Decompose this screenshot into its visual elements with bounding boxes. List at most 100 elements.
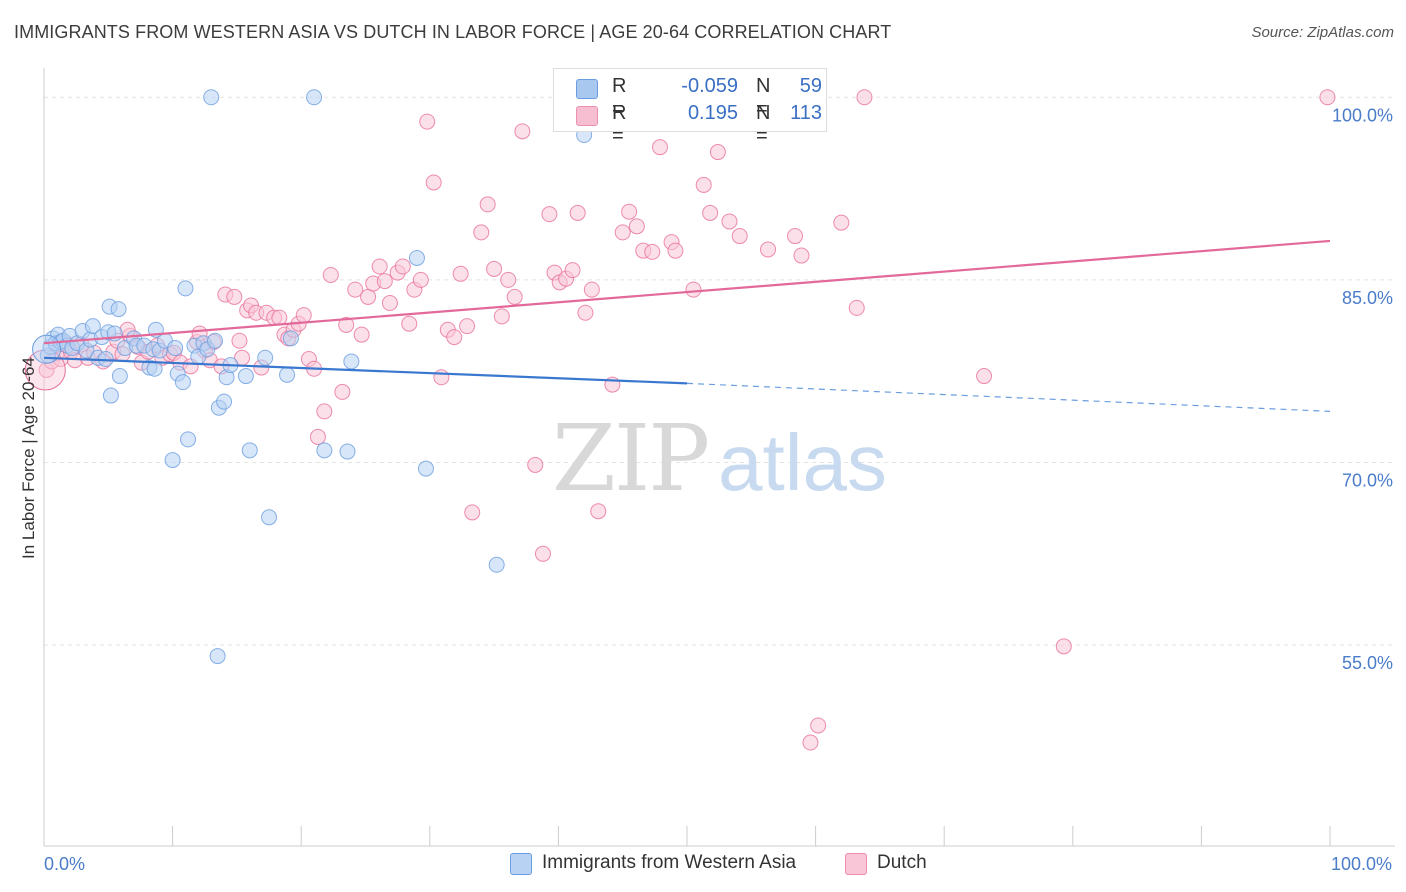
watermark: ZIP atlas bbox=[552, 405, 887, 512]
data-point bbox=[339, 443, 356, 460]
data-point bbox=[412, 271, 429, 288]
data-point bbox=[237, 368, 254, 385]
trend-line-immigrants bbox=[43, 356, 688, 385]
data-point bbox=[207, 332, 224, 349]
data-point bbox=[534, 545, 551, 562]
data-point bbox=[527, 456, 544, 473]
data-point bbox=[241, 442, 258, 459]
data-point bbox=[452, 265, 469, 282]
data-point bbox=[316, 403, 333, 420]
data-point bbox=[685, 281, 702, 298]
data-point bbox=[295, 307, 312, 324]
data-point bbox=[506, 288, 523, 305]
data-point bbox=[721, 213, 738, 230]
data-point bbox=[209, 648, 226, 665]
data-point bbox=[111, 368, 128, 385]
data-point bbox=[309, 428, 326, 445]
data-point bbox=[282, 330, 299, 347]
data-point bbox=[446, 329, 463, 346]
legend-r-label: R = bbox=[612, 102, 627, 147]
legend-r-value: -0.059 bbox=[681, 75, 738, 97]
y-tick-labels: 100.0% 85.0% 70.0% 55.0% bbox=[1332, 105, 1393, 673]
data-point bbox=[433, 369, 450, 386]
data-point bbox=[976, 368, 993, 385]
y-tick-label: 70.0% bbox=[1342, 471, 1393, 491]
y-tick-label: 55.0% bbox=[1342, 653, 1393, 673]
data-point bbox=[360, 288, 377, 305]
data-point bbox=[709, 144, 726, 161]
legend-r-label: R = bbox=[612, 75, 627, 120]
data-point bbox=[667, 242, 684, 259]
data-point bbox=[856, 89, 873, 106]
legend-label-immigrants: Immigrants from Western Asia bbox=[542, 852, 797, 873]
data-point bbox=[231, 332, 248, 349]
data-point bbox=[500, 271, 517, 288]
data-point bbox=[793, 247, 810, 264]
data-point bbox=[514, 123, 531, 140]
data-point bbox=[338, 316, 355, 333]
data-point bbox=[177, 280, 194, 297]
data-point bbox=[279, 366, 296, 383]
legend-r-value: 0.195 bbox=[687, 102, 738, 124]
data-point bbox=[306, 89, 323, 106]
data-point bbox=[564, 262, 581, 279]
legend-swatch-blue bbox=[576, 79, 598, 99]
data-point bbox=[271, 309, 288, 326]
legend-swatch-pink bbox=[845, 853, 867, 875]
data-point bbox=[459, 318, 476, 335]
legend-swatch-blue bbox=[510, 853, 532, 875]
data-point bbox=[216, 393, 233, 410]
data-point bbox=[787, 228, 804, 245]
data-point bbox=[110, 301, 127, 318]
data-point bbox=[347, 281, 364, 298]
correlation-legend: R = -0.059 N = 59 R = 0.195 N = 113 bbox=[553, 68, 827, 147]
data-point bbox=[408, 249, 425, 266]
legend-swatch-pink bbox=[576, 106, 598, 126]
data-point bbox=[371, 258, 388, 275]
data-point bbox=[146, 360, 163, 377]
data-point bbox=[479, 196, 496, 213]
data-point bbox=[180, 431, 197, 448]
data-point bbox=[401, 315, 418, 332]
data-point bbox=[316, 442, 333, 459]
data-point bbox=[541, 206, 558, 223]
data-point bbox=[203, 89, 220, 106]
data-point bbox=[164, 452, 181, 469]
data-point bbox=[257, 349, 274, 366]
legend-label-dutch: Dutch bbox=[877, 852, 927, 873]
watermark-atlas: atlas bbox=[718, 418, 887, 507]
data-point bbox=[628, 218, 645, 235]
source-label: Source: ZipAtlas.com bbox=[1251, 24, 1394, 41]
data-point bbox=[84, 318, 101, 335]
trend-lines bbox=[43, 239, 1331, 412]
data-point bbox=[614, 224, 631, 241]
data-point bbox=[583, 281, 600, 298]
data-point bbox=[651, 139, 668, 156]
x-tick-labels: 0.0% 100.0% bbox=[44, 854, 1392, 874]
data-point bbox=[102, 387, 119, 404]
data-point bbox=[261, 509, 278, 526]
data-point bbox=[353, 326, 370, 343]
data-point bbox=[577, 304, 594, 321]
legend-n-label: N = bbox=[756, 75, 771, 120]
watermark-zip: ZIP bbox=[552, 405, 708, 512]
data-point bbox=[621, 203, 638, 220]
data-point bbox=[731, 228, 748, 245]
data-point bbox=[226, 288, 243, 305]
data-point bbox=[848, 299, 865, 316]
y-tick-label: 85.0% bbox=[1342, 288, 1393, 308]
y-axis-title: In Labor Force | Age 20-64 bbox=[19, 357, 38, 559]
data-point bbox=[322, 267, 339, 284]
data-point bbox=[464, 504, 481, 521]
trend-line-dutch bbox=[43, 239, 1331, 345]
x-tick-label: 100.0% bbox=[1331, 854, 1392, 874]
data-point bbox=[343, 353, 360, 370]
data-point bbox=[695, 176, 712, 193]
data-point bbox=[425, 174, 442, 191]
legend-n-value: 59 bbox=[799, 75, 822, 97]
x-tick-label: 0.0% bbox=[44, 854, 85, 874]
data-point bbox=[376, 273, 393, 290]
data-point bbox=[810, 717, 827, 734]
data-point bbox=[334, 383, 351, 400]
